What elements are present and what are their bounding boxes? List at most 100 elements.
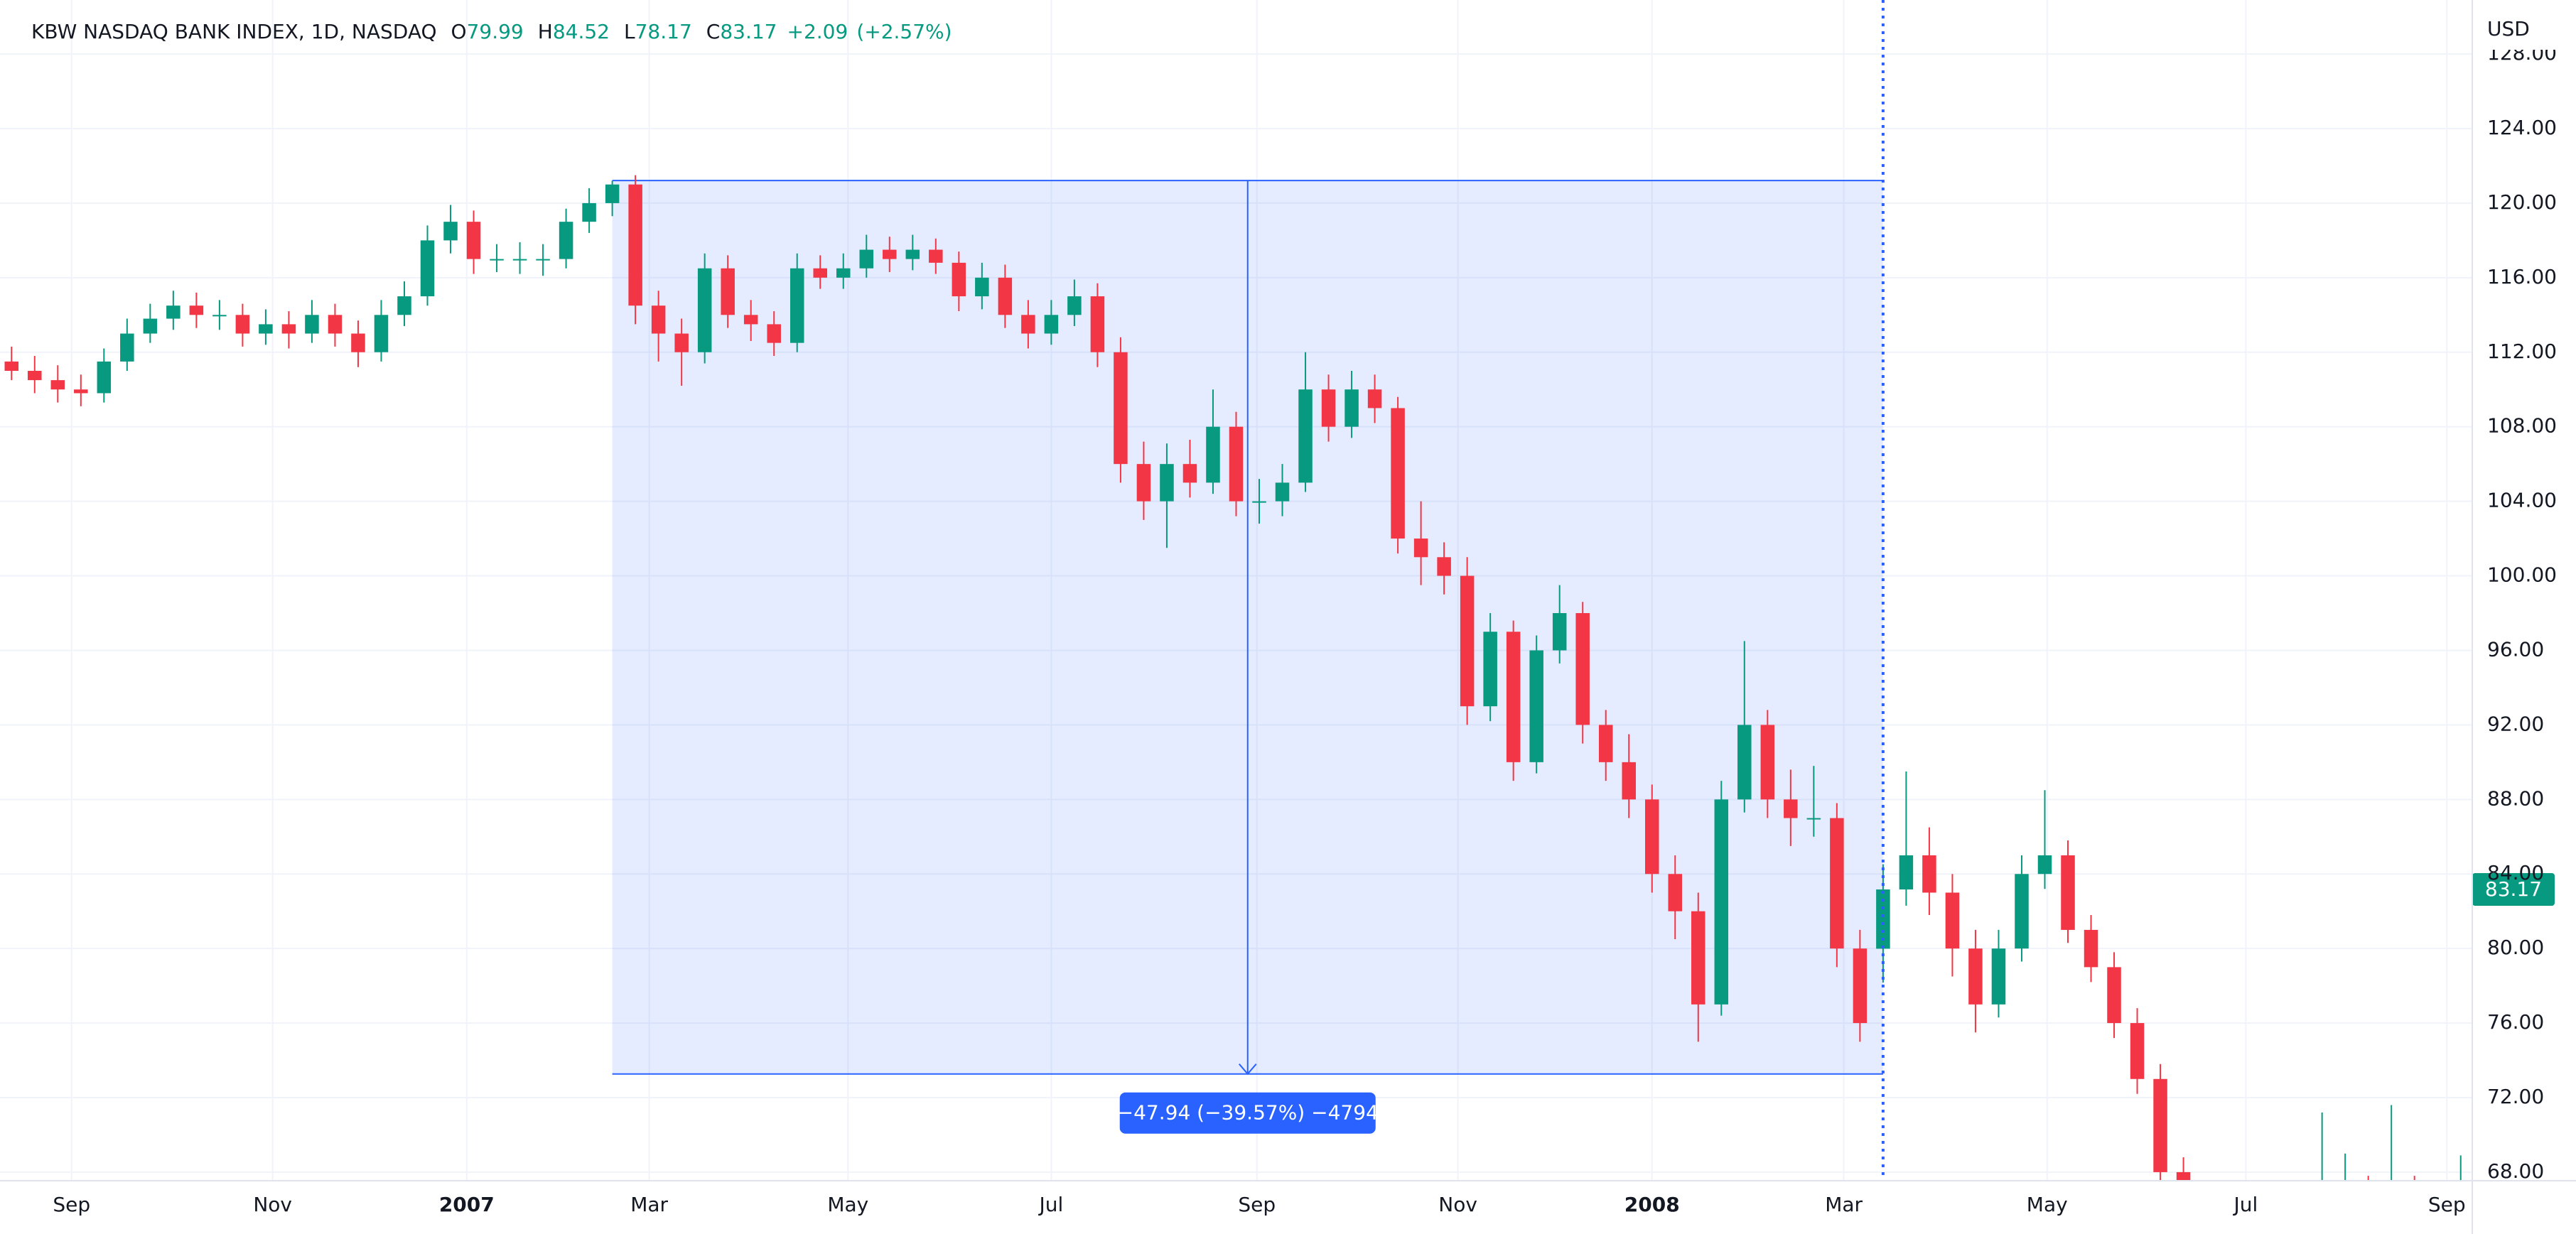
candle-body [1991, 948, 2006, 1005]
candle-body [859, 249, 874, 269]
candle-body [1760, 725, 1775, 800]
candle-body [397, 296, 411, 315]
candle-body [536, 259, 550, 261]
legend-item: H [538, 20, 553, 43]
candle-body [628, 184, 642, 306]
candle-body [420, 240, 435, 297]
candle-body [1090, 296, 1105, 352]
candle-body [1575, 613, 1590, 725]
candle-body [281, 324, 296, 334]
x-tick-label: May [2027, 1193, 2068, 1216]
candle-body [2015, 874, 2029, 949]
candle-body [1506, 632, 1521, 762]
candle-body [952, 262, 966, 297]
candle-body [651, 305, 666, 334]
candle-body [212, 315, 227, 317]
candle-body [975, 277, 989, 297]
candle-body [1136, 464, 1151, 502]
candle-body [1784, 799, 1798, 818]
candle-body [189, 305, 204, 315]
candle-body [1460, 575, 1475, 707]
candle-body [1252, 501, 1266, 503]
candle-body [674, 333, 689, 352]
candle-body [2176, 1171, 2191, 1181]
candle-body [28, 370, 42, 381]
x-tick-label: Mar [630, 1193, 668, 1216]
candle-body [1483, 632, 1497, 707]
candle-body [697, 268, 712, 352]
candle-body [1552, 613, 1567, 651]
candle-body [1391, 408, 1405, 539]
y-tick-label: 84.00 [2487, 861, 2544, 884]
candle-body [743, 315, 758, 325]
candle-body [490, 259, 504, 261]
candle-body [235, 315, 250, 334]
candle-body [351, 333, 365, 352]
candle-body [1529, 650, 1543, 762]
candle-body [143, 318, 158, 334]
y-tick-label: 88.00 [2487, 786, 2544, 810]
x-tick-label: Nov [253, 1193, 292, 1216]
candle-body [1853, 948, 1868, 1024]
candle-body [582, 202, 596, 222]
candle-body [259, 324, 273, 334]
candle-body [1668, 874, 1683, 911]
x-tick-label: 2007 [439, 1193, 495, 1216]
candle-body [1344, 389, 1359, 427]
candle-body [1437, 557, 1451, 576]
candle-body [2107, 967, 2121, 1024]
legend-item: 78.17 [635, 20, 692, 43]
candle-body [1367, 389, 1382, 408]
legend-item: C [706, 20, 721, 43]
x-tick-label: Sep [53, 1193, 90, 1216]
candle-body [328, 315, 343, 334]
candle-body [50, 380, 65, 390]
candle-body [836, 268, 851, 278]
price-badge-label: 83.17 [2485, 877, 2542, 901]
legend-item: L [624, 20, 635, 43]
candle-body [2037, 855, 2052, 875]
candle-body [929, 249, 943, 263]
candle-body [74, 389, 88, 394]
candle-body [2153, 1078, 2167, 1172]
candle-body [559, 222, 573, 259]
candle-body [374, 315, 389, 352]
candle-body [512, 259, 527, 261]
candle-body [1968, 948, 1983, 1005]
candle-body [905, 249, 920, 259]
candle-body [305, 315, 319, 334]
legend-item: 83.17 [720, 20, 777, 43]
candle-body [1298, 389, 1313, 483]
measure-label-box [1119, 1092, 1376, 1134]
candle-body [1622, 762, 1636, 800]
price-axis: 68.00 72.00 76.00 80.00 84.00 88.00 92.00 96.00… [2487, 41, 2557, 1183]
x-tick-label: Nov [1438, 1193, 1477, 1216]
candle-body [1321, 389, 1336, 427]
x-tick-label: Sep [2428, 1193, 2466, 1216]
candle-body [998, 277, 1013, 315]
candle-body [813, 268, 828, 278]
y-tick-label: 124.00 [2487, 116, 2557, 139]
x-tick-label: Jul [2232, 1193, 2258, 1216]
candle-body [1644, 799, 1659, 875]
y-tick-label: 72.00 [2487, 1085, 2544, 1108]
candle-body [466, 222, 481, 259]
ohlc-legend: KBW NASDAQ BANK INDEX, 1D, NASDAQ O79.99 H… [31, 20, 952, 43]
y-tick-label: 92.00 [2487, 712, 2544, 735]
y-tick-label: 104.00 [2487, 489, 2557, 512]
candle-body [1945, 892, 1960, 949]
candle-body [1413, 538, 1428, 558]
legend-item: 79.99 [467, 20, 524, 43]
x-tick-label: May [827, 1193, 868, 1216]
candle-body [1806, 818, 1821, 820]
candle-body [1206, 426, 1220, 483]
y-tick-label: 80.00 [2487, 936, 2544, 959]
y-tick-label: 120.00 [2487, 190, 2557, 214]
overlay: −47.94 (−39.57%) −4794 83.17 [1117, 0, 2555, 1181]
legend-item: (+2.57%) [856, 20, 952, 43]
y-tick-label: 68.00 [2487, 1159, 2544, 1183]
candle-body [1922, 855, 1936, 893]
x-tick-label: Sep [1238, 1193, 1276, 1216]
candle-body [1067, 296, 1082, 315]
